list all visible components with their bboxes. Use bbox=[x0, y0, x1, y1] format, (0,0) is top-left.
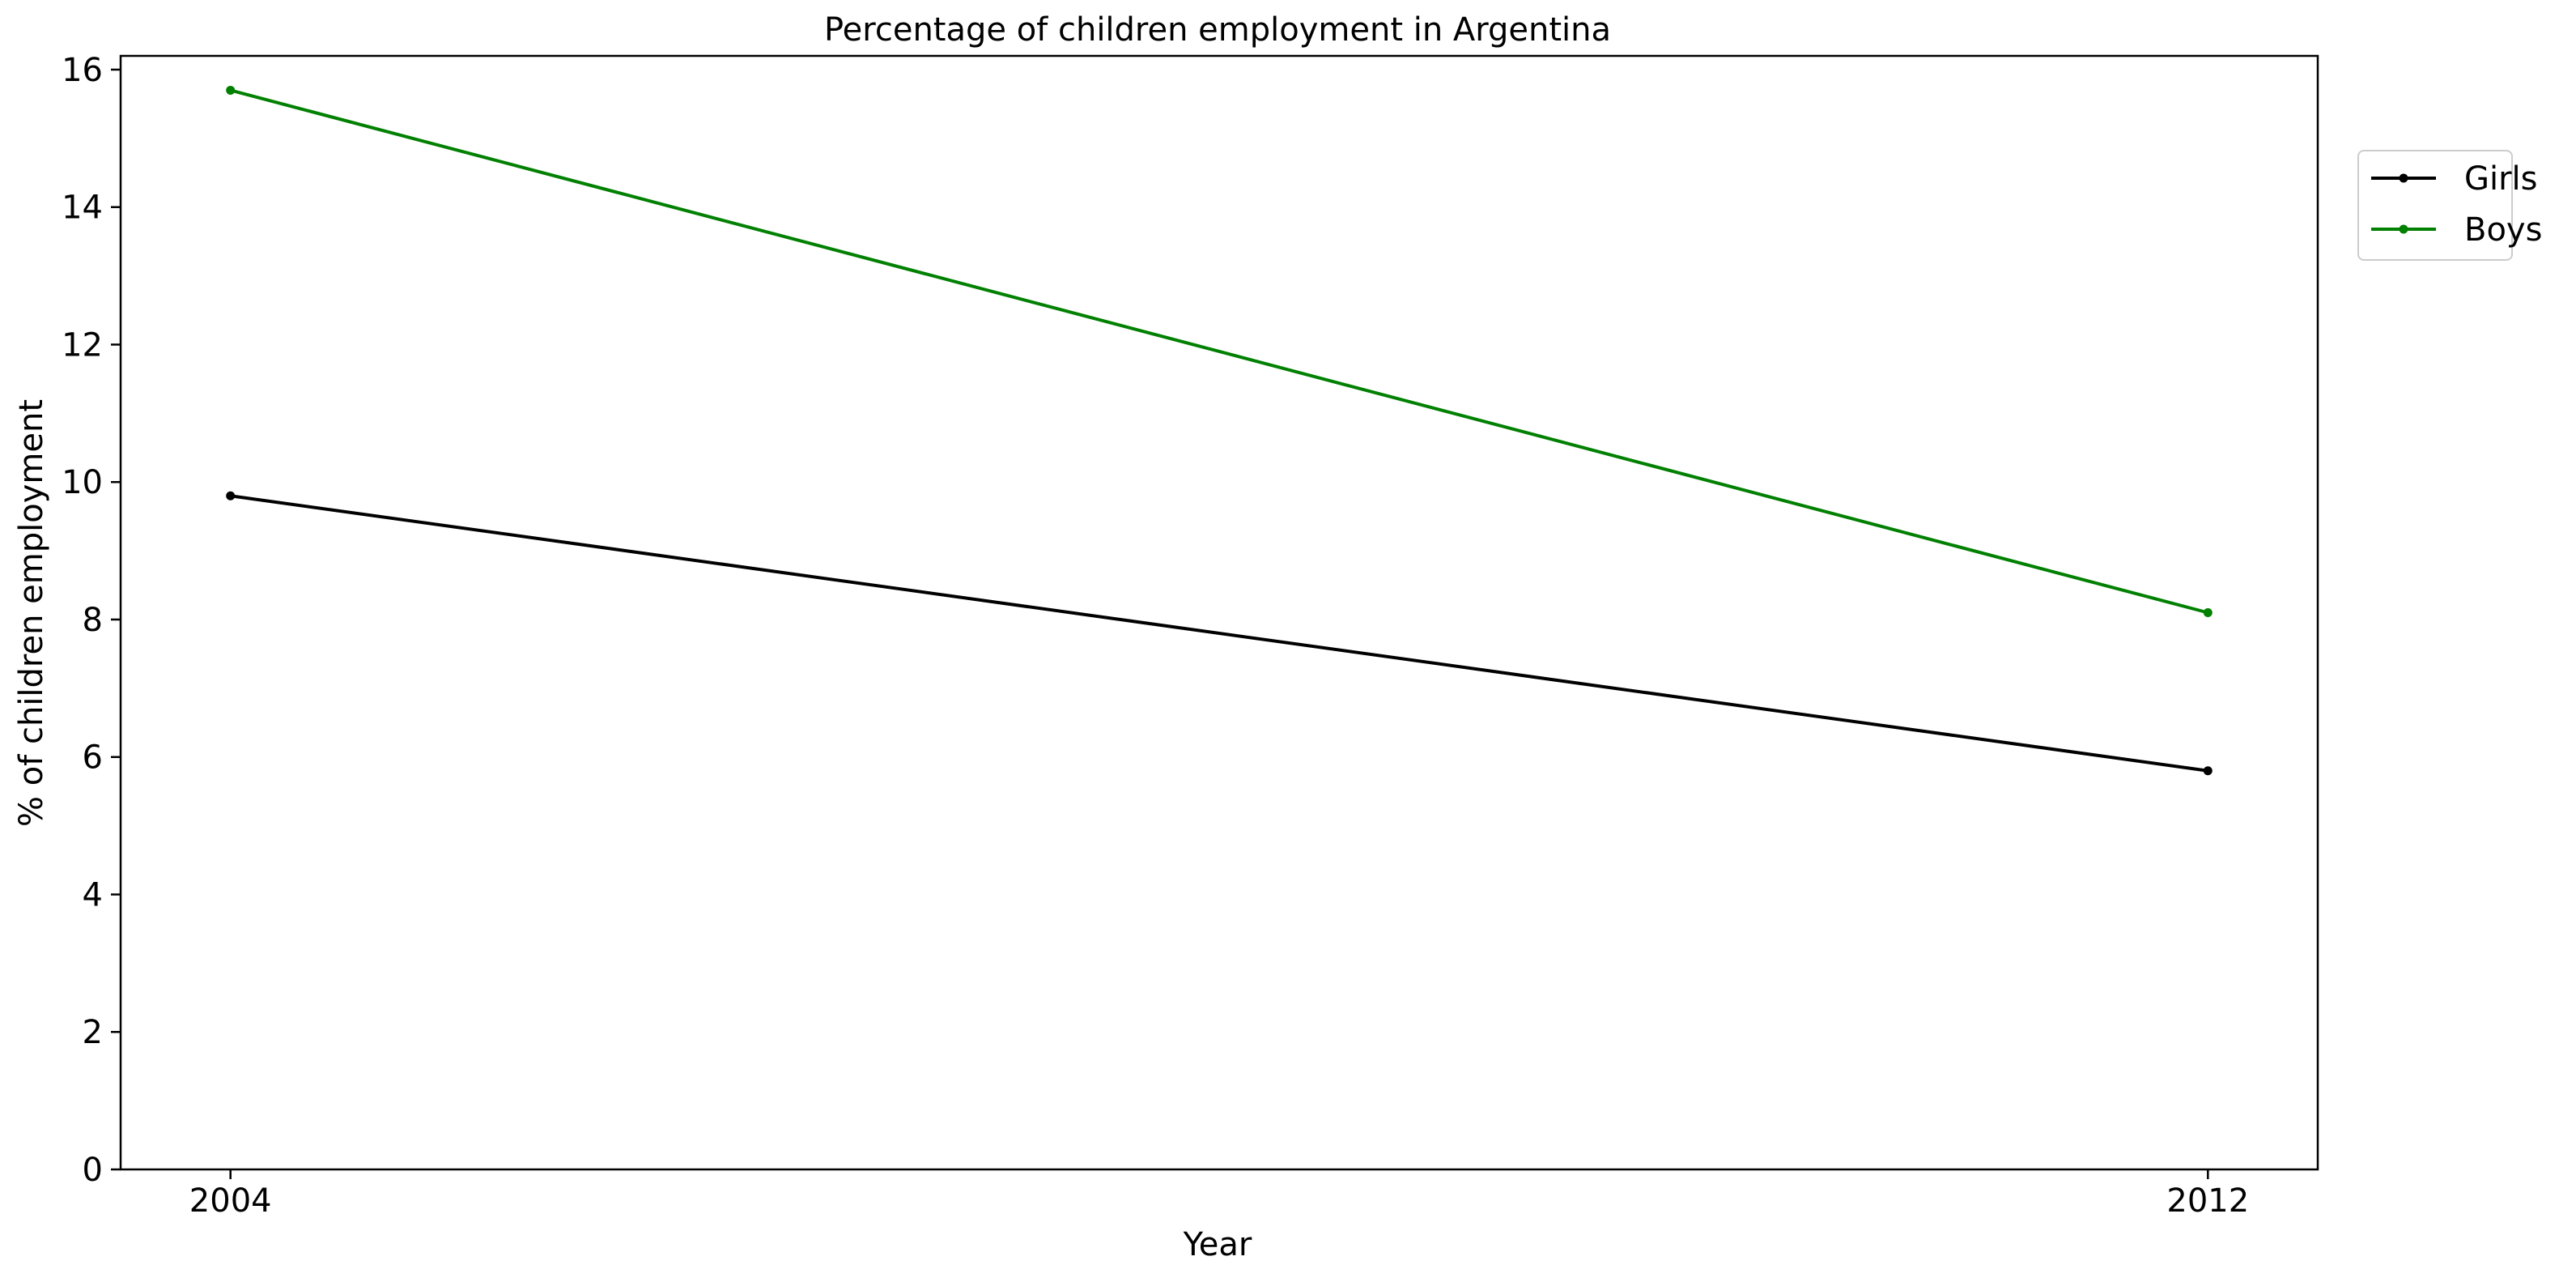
y-axis-label: % of children employment bbox=[13, 399, 50, 827]
legend-item-boys: Boys bbox=[2371, 211, 2542, 249]
data-point-girls bbox=[226, 491, 236, 500]
series-girls bbox=[226, 491, 2213, 776]
y-axis: 0 2 4 6 8 10 12 14 16 bbox=[62, 52, 121, 1189]
legend: Girls Boys bbox=[2357, 150, 2542, 261]
y-tick-label: 4 bbox=[83, 876, 103, 914]
legend-marker-boys bbox=[2399, 224, 2408, 234]
y-tick-label: 10 bbox=[62, 464, 103, 501]
y-tick-label: 0 bbox=[83, 1152, 103, 1189]
x-axis: 2004 2012 bbox=[189, 1169, 2249, 1220]
data-point-boys bbox=[226, 85, 236, 95]
series-boys bbox=[226, 85, 2213, 617]
x-axis-label: Year bbox=[1183, 1226, 1252, 1263]
data-point-girls bbox=[2203, 766, 2213, 776]
plot-area-frame bbox=[119, 54, 2319, 1171]
legend-label-boys: Boys bbox=[2464, 211, 2542, 249]
series-line-girls bbox=[230, 494, 2208, 773]
y-tick-label: 8 bbox=[83, 602, 103, 639]
series-line-boys bbox=[230, 88, 2208, 615]
y-tick-label: 16 bbox=[62, 52, 103, 89]
legend-marker-girls bbox=[2399, 173, 2408, 183]
legend-item-girls: Girls bbox=[2371, 160, 2538, 198]
x-tick-label: 2012 bbox=[2166, 1182, 2249, 1220]
series-layer bbox=[226, 85, 2213, 776]
x-tick-label: 2004 bbox=[189, 1182, 272, 1220]
y-tick-label: 14 bbox=[62, 190, 103, 227]
y-tick-label: 6 bbox=[83, 739, 103, 777]
y-tick-label: 12 bbox=[62, 326, 103, 364]
chart-title: Percentage of children employment in Arg… bbox=[824, 11, 1611, 49]
data-point-boys bbox=[2203, 608, 2213, 617]
y-tick-label: 2 bbox=[83, 1014, 103, 1051]
legend-label-girls: Girls bbox=[2464, 160, 2538, 198]
